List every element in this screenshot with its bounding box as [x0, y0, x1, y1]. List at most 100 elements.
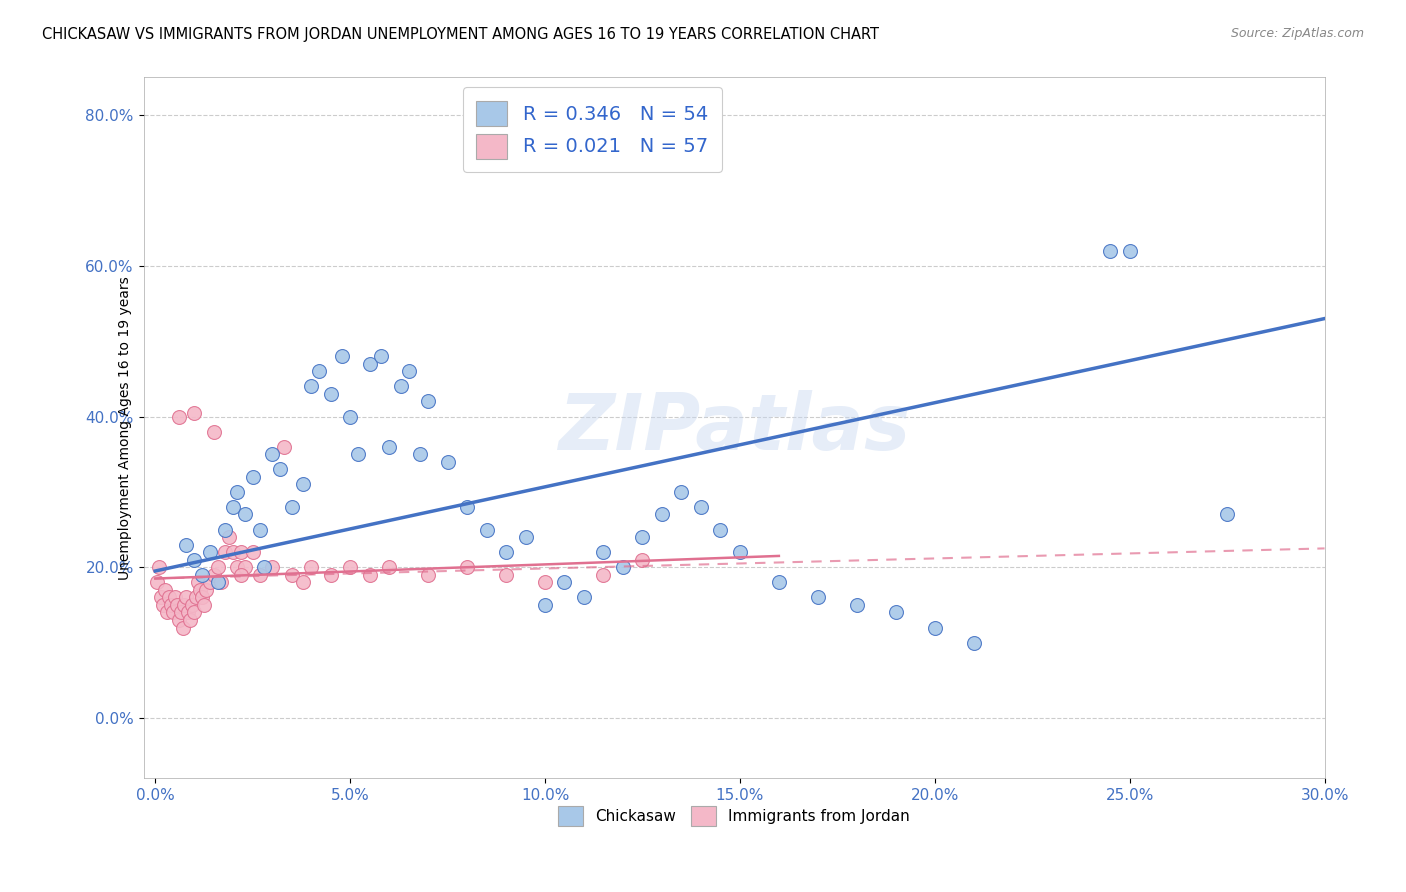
Point [280, 500, 302, 514]
Point [884, 606, 907, 620]
Point [222, 500, 245, 514]
Point [163, 591, 186, 605]
Point [436, 455, 458, 469]
Point [193, 598, 215, 612]
Point [229, 567, 252, 582]
Point [157, 591, 180, 605]
Point [207, 575, 229, 590]
Point [378, 560, 401, 574]
Point [166, 598, 188, 612]
Point [167, 613, 190, 627]
Point [631, 552, 654, 566]
Point [398, 364, 420, 378]
Point [963, 635, 986, 649]
Point [273, 440, 295, 454]
Point [495, 545, 517, 559]
Point [202, 567, 225, 582]
Point [553, 575, 575, 590]
Point [159, 598, 181, 612]
Point [194, 582, 217, 597]
Point [242, 470, 264, 484]
Point [214, 545, 236, 559]
Point [671, 484, 693, 499]
Point [181, 598, 204, 612]
Point [162, 606, 184, 620]
Point [409, 447, 432, 461]
Point [146, 575, 169, 590]
Point [1216, 508, 1239, 522]
Point [308, 364, 330, 378]
Point [222, 545, 245, 559]
Point [152, 598, 174, 612]
Point [339, 409, 361, 424]
Point [359, 357, 381, 371]
Point [534, 575, 557, 590]
Point [515, 530, 537, 544]
Point [198, 575, 221, 590]
Point [280, 567, 302, 582]
Point [176, 538, 198, 552]
Point [690, 500, 713, 514]
Point [1099, 244, 1122, 258]
Point [218, 530, 240, 544]
Point [169, 606, 191, 620]
Text: CHICKASAW VS IMMIGRANTS FROM JORDAN UNEMPLOYMENT AMONG AGES 16 TO 19 YEARS CORRE: CHICKASAW VS IMMIGRANTS FROM JORDAN UNEM… [42, 27, 879, 42]
Point [226, 484, 249, 499]
Point [186, 591, 208, 605]
Point [768, 575, 790, 590]
Point [319, 387, 342, 401]
Point [495, 567, 517, 582]
Point [339, 560, 361, 574]
Point [330, 349, 353, 363]
Point [269, 462, 291, 476]
Point [207, 560, 229, 574]
Point [249, 567, 271, 582]
Point [183, 606, 205, 620]
Point [534, 598, 557, 612]
Point [728, 545, 751, 559]
Point [187, 575, 209, 590]
Point [292, 575, 315, 590]
Point [198, 545, 221, 559]
Point [319, 567, 342, 582]
Point [807, 591, 830, 605]
Point [299, 379, 322, 393]
Point [211, 575, 233, 590]
Point [191, 567, 214, 582]
Point [150, 591, 173, 605]
Point [191, 591, 214, 605]
Point [592, 545, 614, 559]
Point [176, 591, 198, 605]
Point [359, 567, 381, 582]
Point [1118, 244, 1140, 258]
Y-axis label: Unemployment Among Ages 16 to 19 years: Unemployment Among Ages 16 to 19 years [118, 276, 132, 580]
Point [148, 560, 170, 574]
Point [370, 349, 392, 363]
Point [572, 591, 595, 605]
Point [249, 523, 271, 537]
Point [233, 560, 256, 574]
Point [845, 598, 868, 612]
Point [592, 567, 614, 582]
Point [416, 567, 439, 582]
Point [183, 406, 205, 420]
Point [188, 582, 211, 597]
Point [179, 613, 201, 627]
Point [299, 560, 322, 574]
Text: ZIPatlas: ZIPatlas [558, 390, 910, 466]
Point [167, 409, 190, 424]
Point [709, 523, 731, 537]
Point [233, 508, 256, 522]
Point [156, 606, 179, 620]
Point [153, 582, 176, 597]
Point [262, 560, 284, 574]
Point [172, 620, 194, 634]
Point [651, 508, 673, 522]
Point [292, 477, 315, 491]
Point [242, 545, 264, 559]
Point [229, 545, 252, 559]
Point [378, 440, 401, 454]
Point [253, 560, 276, 574]
Point [924, 620, 946, 634]
Point [456, 560, 478, 574]
